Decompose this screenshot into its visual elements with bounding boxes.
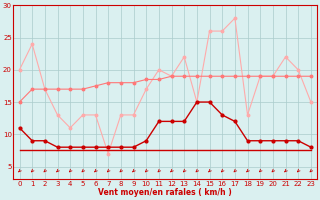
X-axis label: Vent moyen/en rafales ( km/h ): Vent moyen/en rafales ( km/h ): [98, 188, 232, 197]
